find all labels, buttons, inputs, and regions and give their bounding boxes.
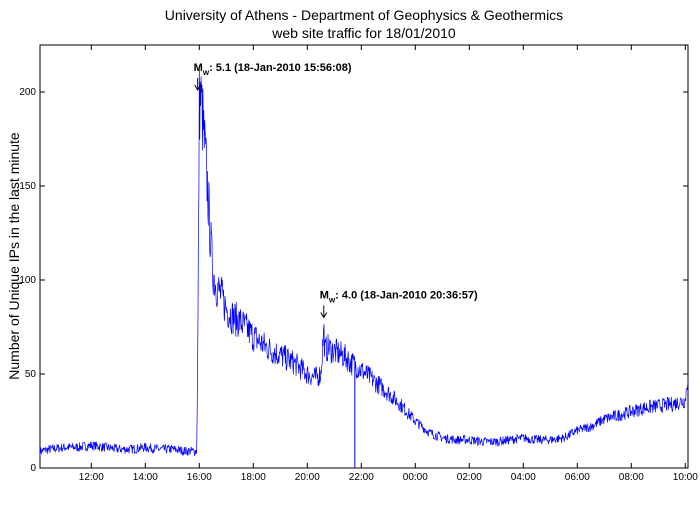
y-tick-label: 50	[25, 369, 37, 380]
plot-frame	[39, 44, 689, 469]
x-tick-label: 02:00	[457, 472, 482, 483]
chart-title: University of Athens - Department of Geo…	[165, 7, 563, 23]
annotation-arrow-head	[194, 84, 202, 91]
x-tick-label: 22:00	[349, 472, 374, 483]
x-axis: 12:00 14:00 16:00 18:00 20:00 22:00 00:00 02:00…	[79, 45, 698, 483]
annotation-arrow-head	[320, 312, 328, 319]
x-tick-label: 18:00	[241, 472, 266, 483]
annotation-layer: Mw: 5.1 (18-Jan-2010 15:56:08) Mw: 4.0 (1…	[194, 62, 478, 319]
earthquake-annotation: Mw: 4.0 (18-Jan-2010 20:36:57)	[320, 289, 478, 304]
x-tick-label: 04:00	[511, 472, 536, 483]
x-tick-label: 00:00	[403, 472, 428, 483]
y-tick-label: 0	[30, 463, 36, 474]
earthquake-annotation: Mw: 5.1 (18-Jan-2010 15:56:08)	[194, 62, 352, 77]
x-tick-label: 08:00	[619, 472, 644, 483]
x-tick-label: 14:00	[133, 472, 158, 483]
series-layer	[39, 65, 689, 468]
chart-subtitle: web site traffic for 18/01/2010	[271, 25, 456, 41]
x-tick-label: 16:00	[187, 472, 212, 483]
x-tick-label: 12:00	[79, 472, 104, 483]
x-tick-label: 10:00	[673, 472, 698, 483]
y-axis-label: Number of Unique IPs in the last minute	[6, 132, 22, 380]
y-tick-label: 200	[19, 87, 36, 98]
y-axis: 0 50 100 150 200	[19, 87, 688, 474]
series-line	[39, 65, 689, 457]
x-tick-label: 06:00	[565, 472, 590, 483]
y-tick-label: 100	[19, 275, 36, 286]
x-tick-label: 20:00	[295, 472, 320, 483]
y-tick-label: 150	[19, 181, 36, 192]
